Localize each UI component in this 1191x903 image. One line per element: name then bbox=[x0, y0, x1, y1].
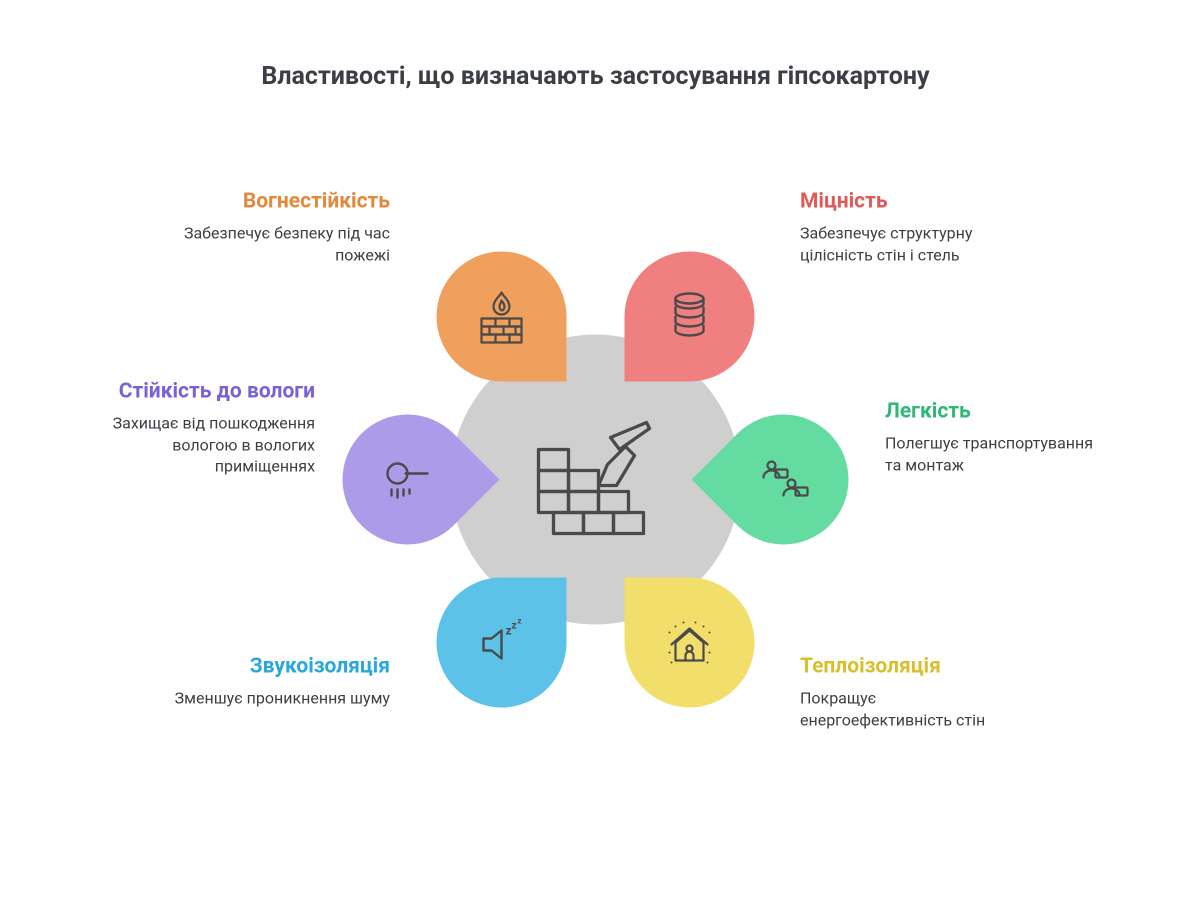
label-fire-heading: Вогнестійкість bbox=[160, 190, 390, 215]
label-moisture-heading: Стійкість до вологи bbox=[95, 380, 315, 405]
rain-cloud-icon bbox=[375, 448, 439, 512]
label-strength-body: Забезпечує структурну цілісність стін і … bbox=[800, 223, 1030, 266]
label-thermal: Теплоізоляція Покращує енергоефективніст… bbox=[800, 655, 1030, 731]
label-fire-body: Забезпечує безпеку під час пожежі bbox=[160, 223, 390, 266]
label-light: Легкість Полегшує транспортування та мон… bbox=[885, 400, 1095, 476]
diagram-title: Властивості, що визначають застосування … bbox=[0, 62, 1191, 91]
label-strength-heading: Міцність bbox=[800, 190, 1030, 215]
label-fire: Вогнестійкість Забезпечує безпеку під ча… bbox=[160, 190, 390, 266]
diagram-stage: Вогнестійкість Забезпечує безпеку під ча… bbox=[595, 480, 596, 481]
speaker-zzz-icon: z z z bbox=[469, 610, 533, 674]
petal-sound: z z z bbox=[436, 577, 566, 707]
label-light-body: Полегшує транспортування та монтаж bbox=[885, 433, 1095, 476]
petal-thermal bbox=[624, 577, 754, 707]
petal-fire bbox=[436, 252, 566, 382]
bricks-trowel-icon bbox=[520, 405, 670, 555]
house-dots-icon bbox=[657, 610, 721, 674]
label-moisture: Стійкість до вологи Захищає від пошкодже… bbox=[95, 380, 315, 478]
label-sound: Звукоізоляція Зменшує проникнення шуму bbox=[160, 655, 390, 710]
label-strength: Міцність Забезпечує структурну цілісніст… bbox=[800, 190, 1030, 266]
label-light-heading: Легкість bbox=[885, 400, 1095, 425]
petal-strength bbox=[624, 252, 754, 382]
svg-text:z: z bbox=[517, 616, 521, 625]
label-thermal-body: Покращує енергоефективність стін bbox=[800, 688, 1030, 731]
svg-text:z: z bbox=[511, 620, 516, 631]
spring-icon bbox=[657, 285, 721, 349]
workers-icon bbox=[751, 448, 815, 512]
fire-bricks-icon bbox=[469, 285, 533, 349]
label-moisture-body: Захищає від пошкодження вологою в вологи… bbox=[95, 413, 315, 478]
label-sound-heading: Звукоізоляція bbox=[160, 655, 390, 680]
label-thermal-heading: Теплоізоляція bbox=[800, 655, 1030, 680]
label-sound-body: Зменшує проникнення шуму bbox=[160, 688, 390, 710]
